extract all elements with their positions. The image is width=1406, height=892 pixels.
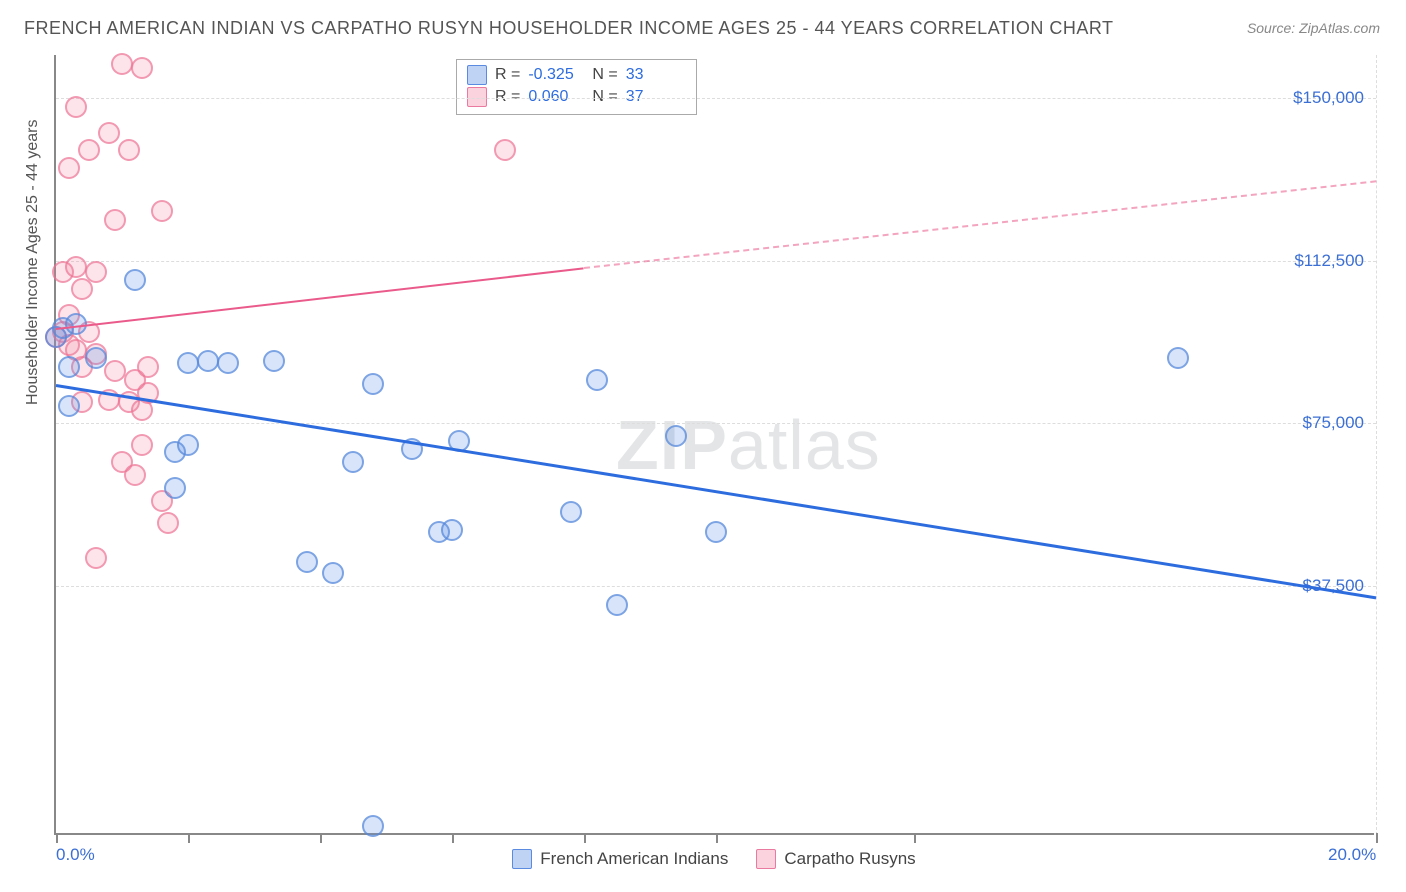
data-point-pink bbox=[131, 57, 153, 79]
data-point-blue bbox=[197, 350, 219, 372]
data-point-blue bbox=[58, 395, 80, 417]
data-point-blue bbox=[441, 519, 463, 541]
data-point-pink bbox=[118, 139, 140, 161]
gridline-horizontal bbox=[56, 261, 1376, 262]
r-label: R = bbox=[495, 66, 520, 84]
data-point-blue bbox=[362, 815, 384, 837]
r-value: -0.325 bbox=[528, 66, 584, 84]
trend-line bbox=[584, 181, 1376, 270]
data-point-blue bbox=[322, 562, 344, 584]
data-point-pink bbox=[494, 139, 516, 161]
data-point-pink bbox=[65, 96, 87, 118]
data-point-blue bbox=[1167, 347, 1189, 369]
swatch-blue bbox=[467, 65, 487, 85]
n-label: N = bbox=[592, 66, 617, 84]
data-point-blue bbox=[85, 347, 107, 369]
legend-item: Carpatho Rusyns bbox=[756, 849, 915, 869]
data-point-pink bbox=[85, 547, 107, 569]
source-attribution: Source: ZipAtlas.com bbox=[1247, 20, 1380, 36]
r-label: R = bbox=[495, 88, 520, 106]
chart-area: Householder Income Ages 25 - 44 years ZI… bbox=[54, 55, 1374, 835]
gridline-horizontal bbox=[56, 423, 1376, 424]
data-point-blue bbox=[665, 425, 687, 447]
swatch-blue bbox=[512, 849, 532, 869]
data-point-blue bbox=[217, 352, 239, 374]
data-point-blue bbox=[560, 501, 582, 523]
data-point-pink bbox=[98, 122, 120, 144]
bottom-legend: French American Indians Carpatho Rusyns bbox=[54, 849, 1374, 869]
watermark-rest: atlas bbox=[728, 406, 881, 484]
x-tick bbox=[188, 833, 190, 843]
data-point-blue bbox=[263, 350, 285, 372]
data-point-pink bbox=[151, 200, 173, 222]
data-point-pink bbox=[131, 434, 153, 456]
n-value: 33 bbox=[626, 66, 682, 84]
x-tick bbox=[452, 833, 454, 843]
data-point-pink bbox=[137, 356, 159, 378]
x-tick bbox=[320, 833, 322, 843]
legend-item: French American Indians bbox=[512, 849, 728, 869]
swatch-pink bbox=[467, 87, 487, 107]
data-point-pink bbox=[111, 53, 133, 75]
gridline-horizontal bbox=[56, 98, 1376, 99]
legend-label: French American Indians bbox=[540, 849, 728, 869]
watermark: ZIPatlas bbox=[616, 405, 881, 485]
data-point-pink bbox=[58, 157, 80, 179]
data-point-blue bbox=[177, 434, 199, 456]
legend-label: Carpatho Rusyns bbox=[784, 849, 915, 869]
chart-title: FRENCH AMERICAN INDIAN VS CARPATHO RUSYN… bbox=[24, 18, 1114, 39]
data-point-pink bbox=[78, 139, 100, 161]
stats-row: R = -0.325 N = 33 bbox=[467, 64, 682, 86]
gridline-vertical bbox=[1376, 55, 1377, 835]
data-point-blue bbox=[362, 373, 384, 395]
n-label: N = bbox=[592, 88, 617, 106]
swatch-pink bbox=[756, 849, 776, 869]
x-tick bbox=[914, 833, 916, 843]
plot-region: ZIPatlas R =-0.325N =33R =0.060N =37 $37… bbox=[54, 55, 1374, 835]
n-value: 37 bbox=[626, 88, 682, 106]
x-tick bbox=[716, 833, 718, 843]
x-tick bbox=[1376, 833, 1378, 843]
r-value: 0.060 bbox=[528, 88, 584, 106]
y-tick-label: $112,500 bbox=[1294, 251, 1364, 271]
data-point-pink bbox=[65, 256, 87, 278]
x-tick bbox=[584, 833, 586, 843]
data-point-pink bbox=[157, 512, 179, 534]
stats-legend-box: R = -0.325 N = 33 R = 0.060 N = 37 bbox=[456, 59, 697, 115]
data-point-blue bbox=[58, 356, 80, 378]
data-point-blue bbox=[606, 594, 628, 616]
y-tick-label: $75,000 bbox=[1303, 413, 1364, 433]
stats-row: R = 0.060 N = 37 bbox=[467, 86, 682, 108]
data-point-pink bbox=[124, 464, 146, 486]
data-point-blue bbox=[124, 269, 146, 291]
trend-line bbox=[56, 384, 1376, 599]
y-tick-label: $150,000 bbox=[1293, 88, 1364, 108]
x-tick bbox=[56, 833, 58, 843]
data-point-pink bbox=[104, 360, 126, 382]
data-point-pink bbox=[71, 278, 93, 300]
data-point-blue bbox=[296, 551, 318, 573]
data-point-blue bbox=[342, 451, 364, 473]
data-point-blue bbox=[65, 313, 87, 335]
data-point-blue bbox=[177, 352, 199, 374]
data-point-blue bbox=[586, 369, 608, 391]
y-axis-label: Householder Income Ages 25 - 44 years bbox=[24, 120, 42, 406]
data-point-blue bbox=[164, 477, 186, 499]
data-point-pink bbox=[104, 209, 126, 231]
gridline-horizontal bbox=[56, 586, 1376, 587]
data-point-blue bbox=[705, 521, 727, 543]
